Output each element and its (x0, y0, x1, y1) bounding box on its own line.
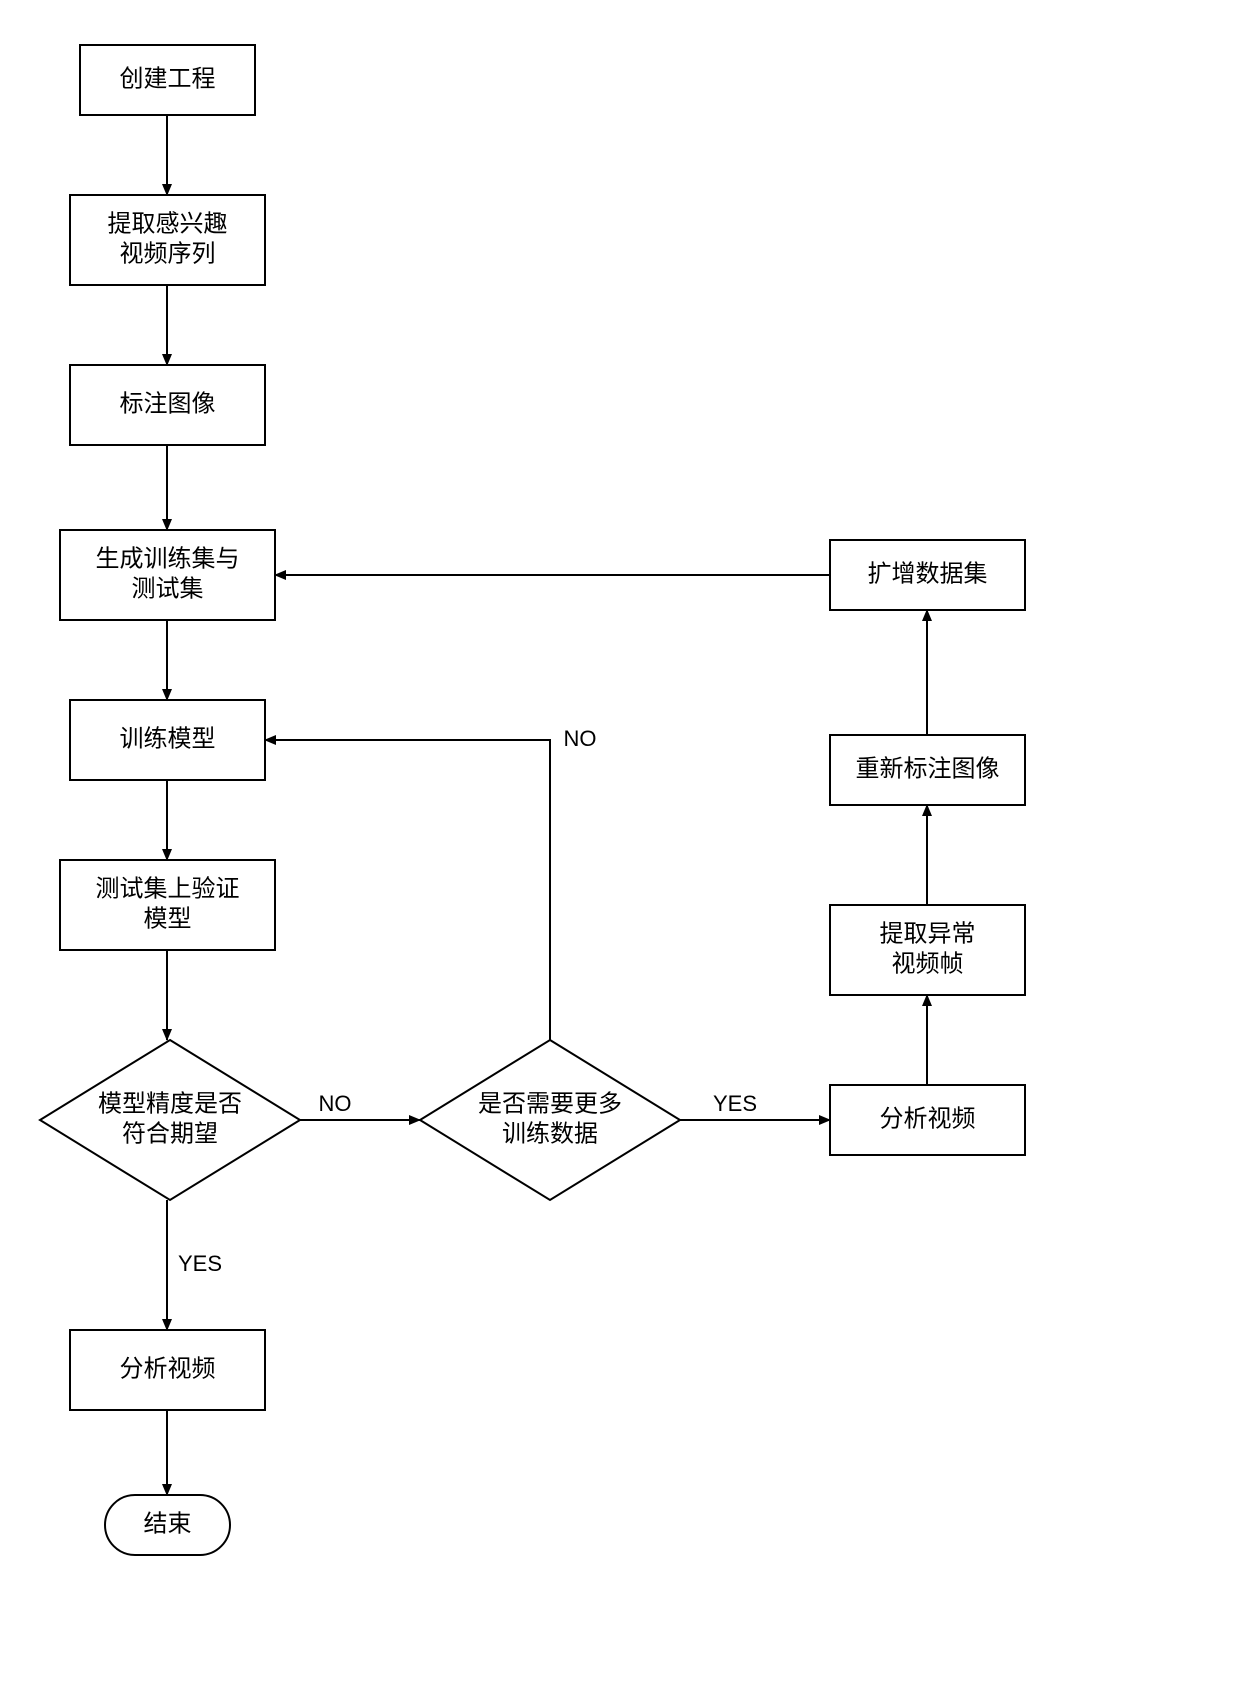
node-text-n12-1: 视频帧 (892, 950, 964, 977)
node-text-n8-0: 是否需要更多 (478, 1090, 622, 1117)
node-n11: 分析视频 (830, 1085, 1025, 1155)
node-n1: 创建工程 (80, 45, 255, 115)
node-text-n4-1: 测试集 (132, 575, 204, 602)
node-n9: 分析视频 (70, 1330, 265, 1410)
edge-label-n7-n8: NO (319, 1091, 352, 1116)
node-text-n2-0: 提取感兴趣 (108, 210, 228, 237)
node-text-n9-0: 分析视频 (120, 1355, 216, 1382)
node-text-n5-0: 训练模型 (120, 725, 216, 752)
node-text-n7-1: 符合期望 (122, 1120, 218, 1147)
node-text-n7-0: 模型精度是否 (98, 1090, 242, 1117)
node-text-n14-0: 扩增数据集 (868, 560, 988, 587)
node-text-n13-0: 重新标注图像 (856, 755, 1000, 782)
node-n5: 训练模型 (70, 700, 265, 780)
edge-label-n8-n11: YES (713, 1091, 757, 1116)
node-n4: 生成训练集与测试集 (60, 530, 275, 620)
node-text-n2-1: 视频序列 (120, 240, 216, 267)
node-n3: 标注图像 (70, 365, 265, 445)
node-n2: 提取感兴趣视频序列 (70, 195, 265, 285)
node-text-n11-0: 分析视频 (880, 1105, 976, 1132)
node-n13: 重新标注图像 (830, 735, 1025, 805)
node-text-n6-1: 模型 (144, 905, 192, 932)
edge-n8-n5 (265, 740, 550, 1040)
node-text-n1-0: 创建工程 (120, 65, 216, 92)
node-n8: 是否需要更多训练数据 (420, 1040, 680, 1200)
node-text-n6-0: 测试集上验证 (96, 875, 240, 902)
node-text-n4-0: 生成训练集与 (96, 545, 240, 572)
node-n14: 扩增数据集 (830, 540, 1025, 610)
edge-label-n8-n5: NO (564, 726, 597, 751)
flowchart-canvas: 创建工程提取感兴趣视频序列标注图像生成训练集与测试集训练模型测试集上验证模型模型… (0, 0, 1240, 1695)
node-text-n10-0: 结束 (144, 1510, 192, 1537)
node-n6: 测试集上验证模型 (60, 860, 275, 950)
node-n7: 模型精度是否符合期望 (40, 1040, 300, 1200)
node-n12: 提取异常视频帧 (830, 905, 1025, 995)
node-text-n3-0: 标注图像 (120, 390, 216, 417)
edge-label-n7-n9: YES (178, 1251, 222, 1276)
node-n10: 结束 (105, 1495, 230, 1555)
node-text-n12-0: 提取异常 (880, 920, 976, 947)
node-text-n8-1: 训练数据 (502, 1120, 598, 1147)
